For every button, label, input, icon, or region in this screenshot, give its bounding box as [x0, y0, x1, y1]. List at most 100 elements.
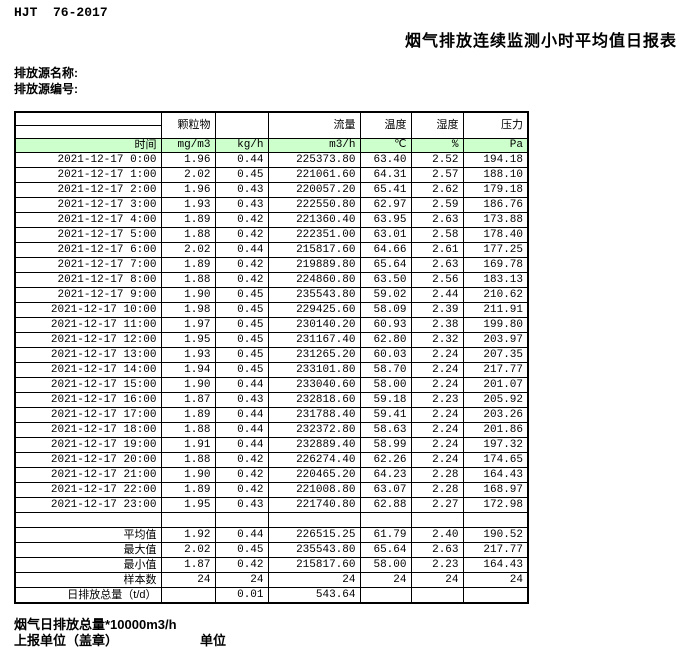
col-header-particulate: 颗粒物 — [160, 111, 216, 139]
value-cell: 173.88 — [462, 212, 529, 228]
value-cell: 177.25 — [462, 242, 529, 258]
value-cell: 0.42 — [214, 482, 269, 498]
value-cell: 24 — [214, 572, 269, 588]
table-row: 2021-12-17 22:00 1.89 0.42 221008.80 63.07 2.… — [14, 482, 529, 498]
time-cell: 2021-12-17 10:00 — [14, 302, 162, 318]
header-empty-cell — [14, 111, 162, 126]
value-cell: 1.96 — [160, 152, 216, 168]
value-cell: 179.18 — [462, 182, 529, 198]
value-cell: 2.52 — [410, 152, 464, 168]
time-cell: 2021-12-17 4:00 — [14, 212, 162, 228]
time-cell: 2021-12-17 23:00 — [14, 497, 162, 513]
table-row: 2021-12-17 9:00 1.90 0.45 235543.80 59.02 2.4… — [14, 287, 529, 303]
source-name-label: 排放源名称: — [14, 66, 78, 80]
value-cell: 231788.40 — [267, 407, 361, 423]
value-cell: 232889.40 — [267, 437, 361, 453]
value-cell: 0.43 — [214, 497, 269, 513]
value-cell: 230140.20 — [267, 317, 361, 333]
value-cell: 1.89 — [160, 212, 216, 228]
value-cell: 1.89 — [160, 257, 216, 273]
unit-mgm3: mg/m3 — [160, 138, 216, 153]
time-cell: 2021-12-17 3:00 — [14, 197, 162, 213]
table-row: 2021-12-17 2:00 1.96 0.43 220057.20 65.41 2.6… — [14, 182, 529, 198]
col-header-pressure: 压力 — [462, 111, 529, 139]
value-cell: 1.89 — [160, 407, 216, 423]
value-cell — [410, 587, 464, 604]
source-id-label: 排放源编号: — [14, 82, 78, 96]
value-cell: 168.97 — [462, 482, 529, 498]
table-row: 2021-12-17 0:00 1.96 0.44 225373.80 63.40 2.5… — [14, 152, 529, 168]
value-cell: 62.97 — [359, 197, 412, 213]
value-cell: 58.00 — [359, 557, 412, 573]
value-cell: 0.44 — [214, 152, 269, 168]
value-cell: 64.23 — [359, 467, 412, 483]
value-cell: 60.03 — [359, 347, 412, 363]
value-cell: 1.98 — [160, 302, 216, 318]
value-cell: 62.26 — [359, 452, 412, 468]
spacer-row — [14, 512, 529, 528]
value-cell: 226274.40 — [267, 452, 361, 468]
value-cell: 199.80 — [462, 317, 529, 333]
unit-header-row: 时间 mg/m3 kg/h m3/h ℃ % Pa — [14, 138, 529, 153]
value-cell: 2.24 — [410, 437, 464, 453]
unit-label: 单位 — [200, 633, 227, 648]
value-cell: 232372.80 — [267, 422, 361, 438]
value-cell: 0.42 — [214, 557, 269, 573]
value-cell: 0.43 — [214, 182, 269, 198]
report-unit-label: 上报单位（盖章） — [14, 633, 119, 648]
value-cell: 183.13 — [462, 272, 529, 288]
value-cell: 2.24 — [410, 452, 464, 468]
value-cell: 1.87 — [160, 557, 216, 573]
value-cell: 63.01 — [359, 227, 412, 243]
table-row: 2021-12-17 10:00 1.98 0.45 229425.60 58.09 2.… — [14, 302, 529, 318]
time-cell: 2021-12-17 9:00 — [14, 287, 162, 303]
value-cell: 543.64 — [267, 587, 361, 604]
value-cell: 221360.40 — [267, 212, 361, 228]
value-cell: 2.28 — [410, 482, 464, 498]
value-cell: 1.93 — [160, 197, 216, 213]
value-cell: 58.99 — [359, 437, 412, 453]
table-row: 2021-12-17 5:00 1.88 0.42 222351.00 63.01 2.5… — [14, 227, 529, 243]
value-cell: 1.91 — [160, 437, 216, 453]
time-cell: 2021-12-17 15:00 — [14, 377, 162, 393]
value-cell: 58.63 — [359, 422, 412, 438]
table-row: 2021-12-17 18:00 1.88 0.44 232372.80 58.63 2.… — [14, 422, 529, 438]
value-cell: 2.57 — [410, 167, 464, 183]
value-cell: 169.78 — [462, 257, 529, 273]
time-cell: 2021-12-17 1:00 — [14, 167, 162, 183]
value-cell: 65.64 — [359, 542, 412, 558]
value-cell: 59.41 — [359, 407, 412, 423]
value-cell: 172.98 — [462, 497, 529, 513]
value-cell: 1.96 — [160, 182, 216, 198]
value-cell: 178.40 — [462, 227, 529, 243]
value-cell: 2.24 — [410, 362, 464, 378]
value-cell: 2.23 — [410, 392, 464, 408]
value-cell: 2.23 — [410, 557, 464, 573]
time-cell: 2021-12-17 5:00 — [14, 227, 162, 243]
value-cell: 1.94 — [160, 362, 216, 378]
value-cell: 2.61 — [410, 242, 464, 258]
table-row: 2021-12-17 17:00 1.89 0.44 231788.40 59.41 2.… — [14, 407, 529, 423]
value-cell: 2.59 — [410, 197, 464, 213]
time-cell: 2021-12-17 17:00 — [14, 407, 162, 423]
value-cell: 0.44 — [214, 422, 269, 438]
value-cell: 2.24 — [410, 422, 464, 438]
value-cell: 2.38 — [410, 317, 464, 333]
value-cell: 1.88 — [160, 422, 216, 438]
value-cell: 2.24 — [410, 347, 464, 363]
value-cell: 207.35 — [462, 347, 529, 363]
value-cell: 226515.25 — [267, 527, 361, 543]
value-cell — [462, 512, 529, 528]
value-cell: 2.24 — [410, 407, 464, 423]
value-cell: 220465.20 — [267, 467, 361, 483]
value-cell: 2.28 — [410, 467, 464, 483]
time-cell: 2021-12-17 7:00 — [14, 257, 162, 273]
value-cell: 2.44 — [410, 287, 464, 303]
value-cell: 210.62 — [462, 287, 529, 303]
value-cell: 186.76 — [462, 197, 529, 213]
summary-label-cell: 日排放总量（t/d） — [14, 587, 162, 604]
time-cell: 2021-12-17 14:00 — [14, 362, 162, 378]
time-cell: 2021-12-17 19:00 — [14, 437, 162, 453]
value-cell: 1.92 — [160, 527, 216, 543]
